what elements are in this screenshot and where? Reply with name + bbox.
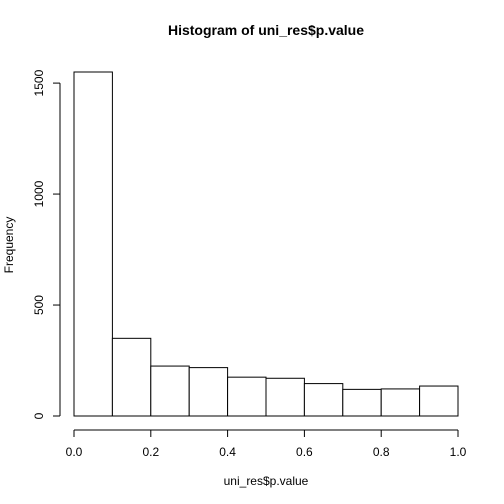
histogram-bar-3	[188, 367, 229, 417]
x-axis-label: uni_res$p.value	[224, 474, 309, 488]
x-tick-label-5: 1.0	[450, 445, 467, 459]
histogram-bar-5	[265, 377, 305, 417]
histogram-bar-7	[342, 388, 382, 417]
bars-group	[73, 71, 459, 417]
x-tick-label-1: 0.2	[142, 445, 159, 459]
x-tick-label-3: 0.6	[296, 445, 313, 459]
y-tick-label-2: 1000	[32, 180, 46, 207]
histogram-bar-4	[227, 376, 267, 417]
x-tick-label-4: 0.8	[373, 445, 390, 459]
x-axis: 0.0 0.2 0.4 0.6 0.8 1.0	[66, 429, 467, 459]
histogram-bar-1	[111, 337, 152, 417]
y-axis: 0 500 1000 1500	[32, 69, 61, 419]
x-tick-label-2: 0.4	[219, 445, 236, 459]
histogram-bar-9	[419, 385, 459, 417]
y-axis-label: Frequency	[2, 217, 16, 274]
y-tick-label-3: 1500	[32, 69, 46, 96]
x-tick-label-0: 0.0	[66, 445, 83, 459]
histogram-bar-8	[380, 388, 421, 417]
histogram-bar-0	[73, 71, 113, 417]
histogram-bar-2	[150, 365, 190, 417]
y-tick-label-0: 0	[32, 412, 46, 419]
y-tick-label-1: 500	[32, 295, 46, 315]
chart-title: Histogram of uni_res$p.value	[168, 22, 364, 38]
histogram-bar-6	[303, 383, 344, 417]
